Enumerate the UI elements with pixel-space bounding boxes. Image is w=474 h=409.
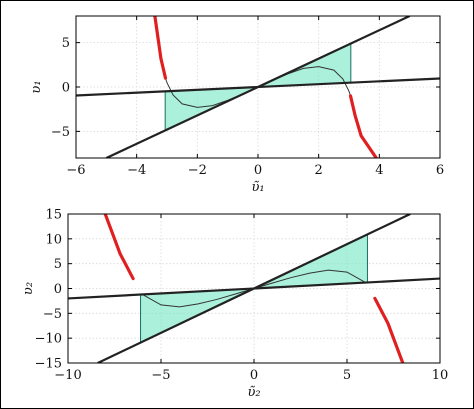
- x-tick-label: 2: [315, 163, 323, 178]
- sector-bound-lower-line: [76, 77, 440, 97]
- chart-panel-top: −6 −4 −2 0 2 4 6 −5 0 5 υ̃₁ υ₁: [29, 15, 444, 195]
- x-tick-label: 0: [250, 368, 258, 383]
- y-tick-label: −15: [35, 357, 62, 372]
- y-tick-label: −10: [35, 332, 62, 347]
- y-tick-label: 5: [54, 257, 62, 272]
- red-curve-left: [153, 16, 168, 80]
- y-tick-label: 0: [54, 282, 62, 297]
- x-tick-label: −2: [188, 163, 207, 178]
- plot-area: [68, 214, 440, 363]
- x-axis-label: υ̃₁: [251, 180, 264, 195]
- red-curve-right: [348, 94, 378, 158]
- y-tick-label: 15: [45, 208, 62, 223]
- sector-bound-lower-line: [68, 277, 440, 300]
- red-curve-left: [103, 214, 135, 281]
- x-tick-label: −4: [127, 163, 146, 178]
- y-tick-label: 5: [62, 36, 70, 51]
- x-axis-label: υ̃₂: [247, 385, 260, 400]
- y-tick-label: −5: [43, 307, 62, 322]
- x-tick-label: −10: [54, 368, 81, 383]
- y-tick-label: −5: [51, 125, 70, 140]
- y-axis-label: υ₁: [29, 80, 44, 93]
- plot-area: [76, 16, 440, 158]
- x-tick-label: −6: [66, 163, 85, 178]
- y-tick-label: 10: [45, 232, 62, 247]
- y-tick-label: 0: [62, 81, 70, 96]
- x-tick-label: 5: [343, 368, 351, 383]
- x-tick-label: 10: [432, 368, 449, 383]
- y-axis-label: υ₂: [21, 282, 36, 295]
- x-tick-label: 4: [375, 163, 383, 178]
- x-tick-label: 0: [254, 163, 262, 178]
- red-curve-right: [373, 296, 405, 363]
- x-tick-label: −5: [151, 368, 170, 383]
- x-tick-label: 6: [436, 163, 444, 178]
